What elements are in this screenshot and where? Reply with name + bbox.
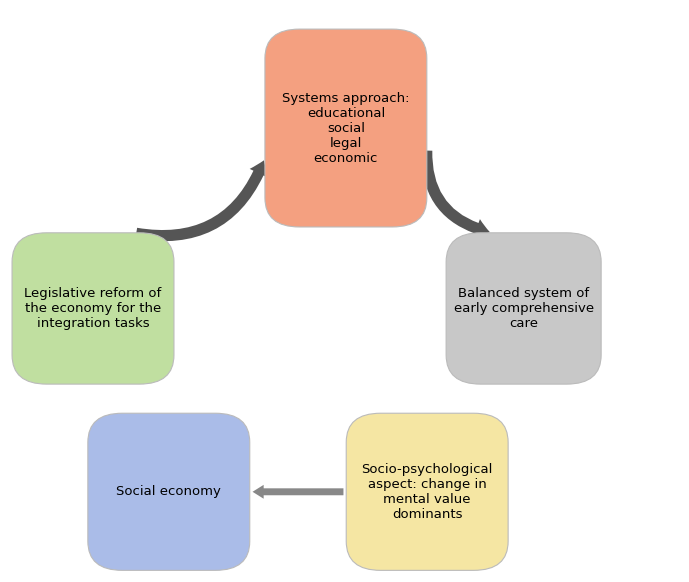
FancyArrowPatch shape — [135, 160, 267, 241]
Text: Socio-psychological
aspect: change in
mental value
dominants: Socio-psychological aspect: change in me… — [362, 463, 493, 521]
FancyArrowPatch shape — [421, 151, 490, 237]
FancyBboxPatch shape — [12, 233, 174, 384]
Text: Legislative reform of
the economy for the
integration tasks: Legislative reform of the economy for th… — [24, 287, 162, 330]
FancyBboxPatch shape — [265, 29, 426, 227]
FancyArrowPatch shape — [253, 485, 343, 499]
FancyBboxPatch shape — [446, 233, 601, 384]
Text: Systems approach:
educational
social
legal
economic: Systems approach: educational social leg… — [282, 91, 410, 165]
Text: Social economy: Social economy — [116, 485, 221, 498]
FancyBboxPatch shape — [88, 413, 249, 570]
Text: Balanced system of
early comprehensive
care: Balanced system of early comprehensive c… — [453, 287, 594, 330]
FancyBboxPatch shape — [346, 413, 508, 570]
